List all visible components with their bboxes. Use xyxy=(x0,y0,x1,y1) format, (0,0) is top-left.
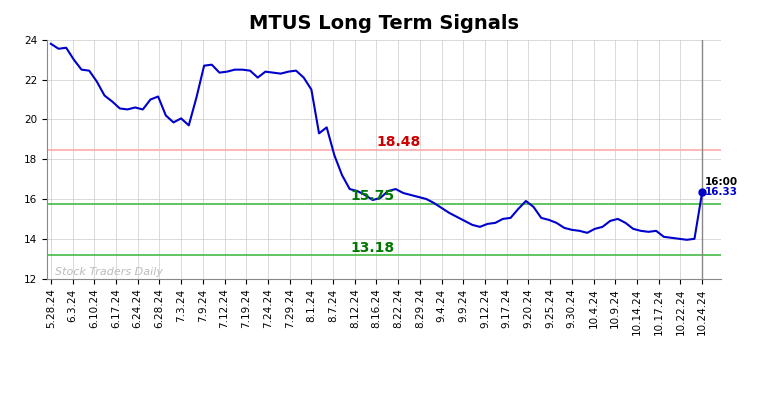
Text: Stock Traders Daily: Stock Traders Daily xyxy=(55,267,163,277)
Text: 18.48: 18.48 xyxy=(376,135,421,149)
Text: 15.75: 15.75 xyxy=(350,189,394,203)
Text: 16:00: 16:00 xyxy=(705,177,738,187)
Title: MTUS Long Term Signals: MTUS Long Term Signals xyxy=(249,14,519,33)
Text: 13.18: 13.18 xyxy=(350,240,394,255)
Text: 16.33: 16.33 xyxy=(705,187,738,197)
